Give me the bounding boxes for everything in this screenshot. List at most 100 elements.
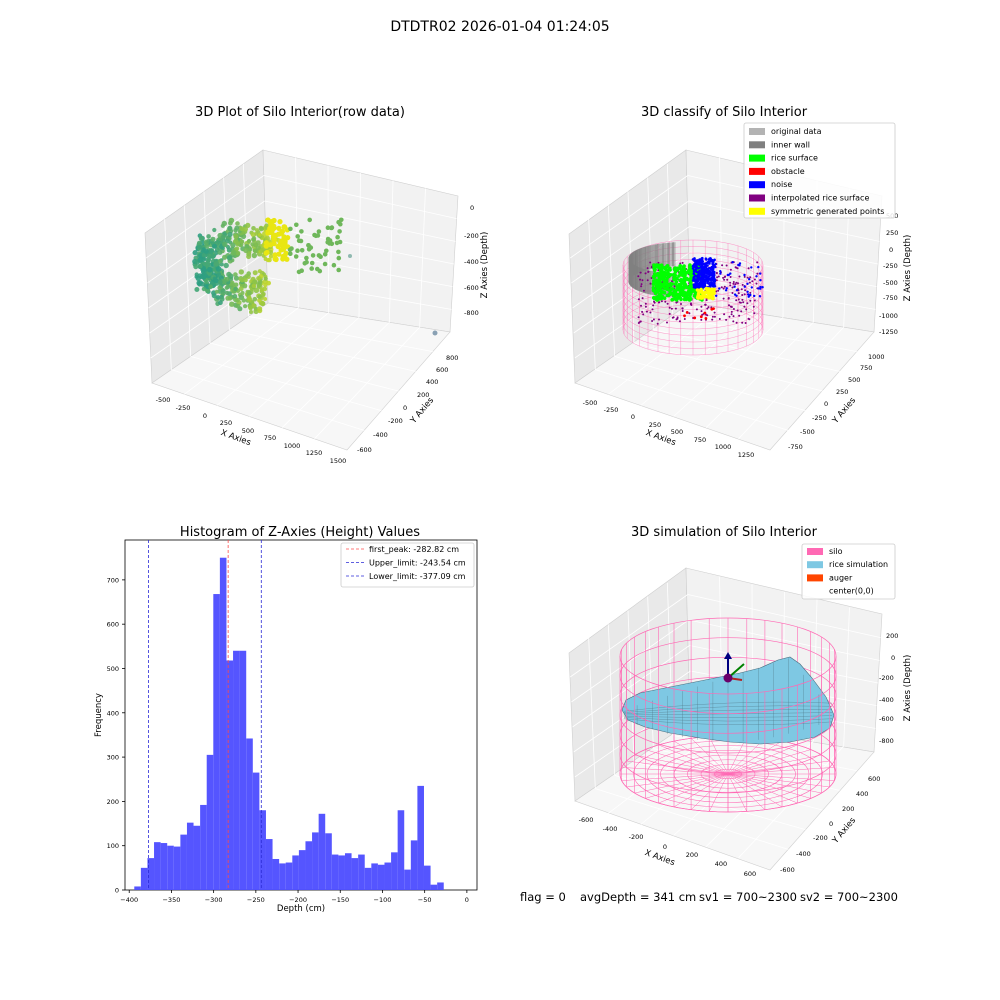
classify-y-ticks: -750 -500 -250 0 250 500 750 1000 [788, 353, 885, 451]
silo-floor-spoke [708, 773, 729, 812]
raw-point [329, 225, 335, 230]
tick-label: 500 [107, 665, 119, 673]
histogram-bar [391, 852, 398, 890]
raw-point [238, 286, 244, 292]
noise-point [719, 272, 722, 275]
rice-surface-point [683, 278, 687, 283]
interpolated-point [664, 300, 667, 303]
raw-point [263, 283, 268, 288]
rice-surface-point [664, 279, 669, 284]
raw-point [253, 287, 260, 294]
raw-point [243, 226, 248, 232]
gridline [843, 607, 850, 747]
noise-point [761, 286, 764, 289]
rice-surface-point [668, 288, 673, 292]
silo-floor-spoke [673, 740, 729, 775]
interpolated-point [728, 315, 731, 318]
noise-point [705, 277, 708, 280]
raw-point [208, 250, 214, 255]
interpolated-point [723, 313, 726, 316]
interpolated-point [731, 292, 734, 294]
tick-label: 400 [856, 790, 868, 798]
interpolated-point [637, 322, 640, 324]
histogram-bar [285, 862, 293, 890]
raw-point [263, 297, 268, 301]
interpolated-point [729, 281, 732, 284]
legend-label: symmetric generated points [771, 207, 884, 216]
raw-point [268, 254, 274, 259]
noise-point [698, 258, 702, 261]
interpolated-point [716, 276, 719, 279]
raw-point [246, 296, 253, 303]
raw-point [221, 291, 226, 296]
histogram-bar [410, 840, 418, 890]
tick-label: -750 [883, 294, 898, 302]
interpolated-point [756, 261, 759, 264]
noise-point [733, 285, 736, 288]
interpolated-point [639, 320, 642, 323]
raw-point [221, 234, 226, 240]
interpolated-point [741, 283, 744, 286]
raw-point [243, 304, 248, 309]
interpolated-point [732, 308, 735, 310]
interpolated-point [707, 306, 710, 309]
raw-point [229, 280, 235, 286]
sim-y-ticks: -600 -400 -200 0 200 400 600 [780, 775, 880, 874]
interpolated-point [700, 305, 703, 308]
legend-swatch [807, 574, 823, 582]
noise-point [698, 270, 701, 273]
histogram-bar [298, 850, 306, 890]
raw-point [266, 280, 271, 286]
raw-point [327, 241, 332, 246]
noise-point [757, 287, 760, 290]
interpolated-point [745, 308, 748, 311]
tick-label: -200 [629, 833, 644, 841]
raw-point [279, 228, 286, 234]
interpolated-point [732, 281, 735, 283]
histogram-legend: first_peak: -282.82 cm Upper_limit: -243.… [340, 542, 475, 588]
legend-swatch [749, 141, 765, 149]
raw-point [288, 251, 293, 257]
histogram-bar [305, 841, 313, 890]
histogram-bar [160, 843, 168, 890]
raw-point [203, 248, 209, 254]
classify-x-ticks: -500 -250 0 250 500 750 1000 1250 [583, 399, 755, 459]
silo-floor-spoke [727, 749, 811, 775]
interpolated-point [701, 313, 704, 316]
noise-point [693, 275, 697, 278]
rice-surface-point [661, 278, 666, 282]
tick-label: -600 [879, 715, 894, 723]
silo-floor-spoke [621, 767, 729, 775]
noise-point [711, 283, 715, 286]
noise-point [707, 282, 710, 285]
sim-x-axis-label: X Axies [643, 848, 676, 868]
noise-point [738, 262, 742, 265]
tick-label: -400 [796, 850, 811, 858]
interpolated-point [746, 302, 749, 305]
noise-point [759, 285, 762, 289]
obstacle-point [703, 311, 707, 315]
classify-legend: original data inner wall rice surface obsta… [743, 122, 896, 219]
raw-point [229, 301, 235, 307]
noise-point [712, 280, 716, 284]
noise-point [702, 281, 706, 285]
raw-point [299, 229, 304, 234]
noise-point [701, 286, 705, 289]
rice-surface-point [665, 284, 669, 289]
interpolated-point [649, 282, 652, 285]
raw-point [207, 267, 213, 273]
interpolated-point [753, 278, 756, 281]
raw-point [288, 226, 293, 232]
histogram-bar [265, 839, 273, 890]
raw-point [289, 246, 294, 251]
raw-x-ticks: -500 -250 0 250 500 750 1000 1250 1500 [156, 396, 347, 465]
rice-surface-point [658, 296, 663, 301]
rice-surface-point [666, 271, 670, 275]
raw-point [241, 298, 246, 303]
raw-point [208, 284, 213, 290]
silo-floor-spoke [690, 738, 729, 775]
raw-point [239, 277, 245, 283]
tick-label: -500 [156, 396, 171, 404]
silo-floor-spoke [727, 773, 835, 781]
noise-point [750, 286, 753, 289]
